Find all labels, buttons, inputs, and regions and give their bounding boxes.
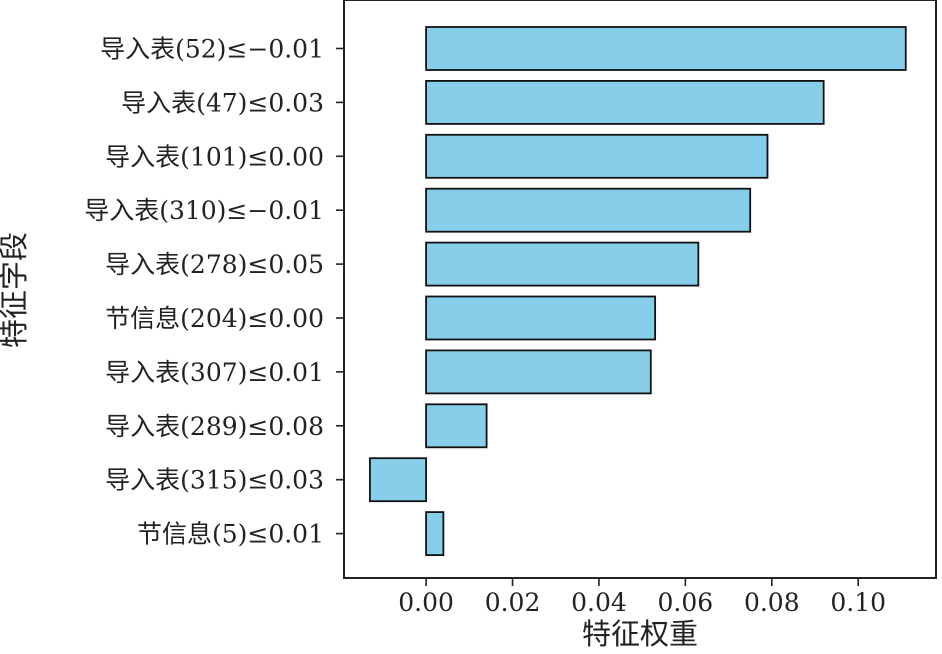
labels-layer: 导入表(52)≤−0.01 导入表(47)≤0.03 导入表(101)≤0.00 导入…	[84, 35, 886, 618]
bar	[425, 511, 445, 556]
x-tick-label: 0.02	[485, 588, 541, 617]
y-tick-label: 导入表(289)≤0.08	[105, 412, 324, 441]
x-tick-label: 0.08	[744, 588, 800, 617]
y-axis-title: 特征字段	[0, 232, 31, 348]
x-tick-label: 0.06	[658, 588, 714, 617]
y-tick-label: 节信息(5)≤0.01	[137, 520, 324, 549]
x-axis-title: 特征权重	[582, 617, 698, 650]
bars-layer	[369, 26, 907, 556]
bar	[425, 403, 488, 449]
ticks-layer	[336, 47, 860, 586]
bar	[425, 133, 769, 179]
x-tick-label: 0.10	[830, 588, 886, 617]
y-tick-label: 导入表(310)≤−0.01	[84, 196, 324, 225]
bar	[425, 26, 907, 71]
y-tick-label: 导入表(47)≤0.03	[121, 88, 324, 117]
bar	[425, 80, 825, 125]
bar	[425, 241, 700, 287]
y-tick-label: 导入表(307)≤0.01	[105, 358, 324, 387]
y-tick-label: 导入表(101)≤0.00	[105, 142, 324, 171]
bar	[425, 295, 657, 341]
x-tick-label: 0.04	[571, 588, 627, 617]
bar	[425, 349, 652, 395]
x-tick-label: 0.00	[398, 588, 454, 617]
y-tick-label: 导入表(315)≤0.03	[105, 466, 324, 495]
y-tick-label: 导入表(52)≤−0.01	[100, 35, 324, 64]
y-tick-label: 节信息(204)≤0.00	[105, 304, 324, 333]
bar	[425, 187, 752, 233]
bar	[369, 457, 428, 503]
y-tick-label: 导入表(278)≤0.05	[105, 250, 324, 279]
plot-frame	[343, 0, 937, 579]
